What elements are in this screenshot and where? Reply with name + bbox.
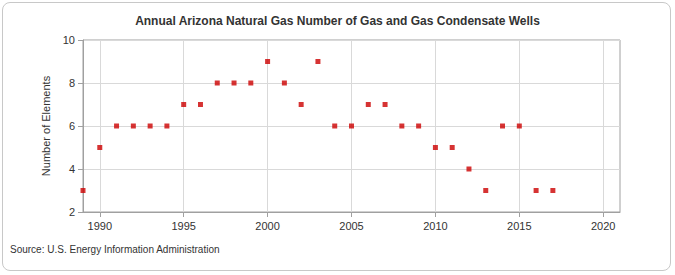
- svg-text:2005: 2005: [339, 220, 363, 232]
- svg-text:Source: U.S. Energy Informatio: Source: U.S. Energy Information Administ…: [10, 244, 220, 255]
- svg-text:10: 10: [63, 34, 75, 46]
- svg-text:8: 8: [69, 77, 75, 89]
- svg-text:Annual Arizona Natural Gas Num: Annual Arizona Natural Gas Number of Gas…: [135, 14, 540, 28]
- svg-text:2010: 2010: [423, 220, 447, 232]
- svg-text:2015: 2015: [507, 220, 531, 232]
- svg-text:2000: 2000: [255, 220, 279, 232]
- svg-text:2: 2: [69, 206, 75, 218]
- svg-text:4: 4: [69, 163, 75, 175]
- svg-text:1995: 1995: [171, 220, 195, 232]
- svg-text:6: 6: [69, 120, 75, 132]
- svg-text:Number of Elements: Number of Elements: [40, 75, 52, 176]
- svg-text:1990: 1990: [88, 220, 112, 232]
- svg-text:2020: 2020: [591, 220, 615, 232]
